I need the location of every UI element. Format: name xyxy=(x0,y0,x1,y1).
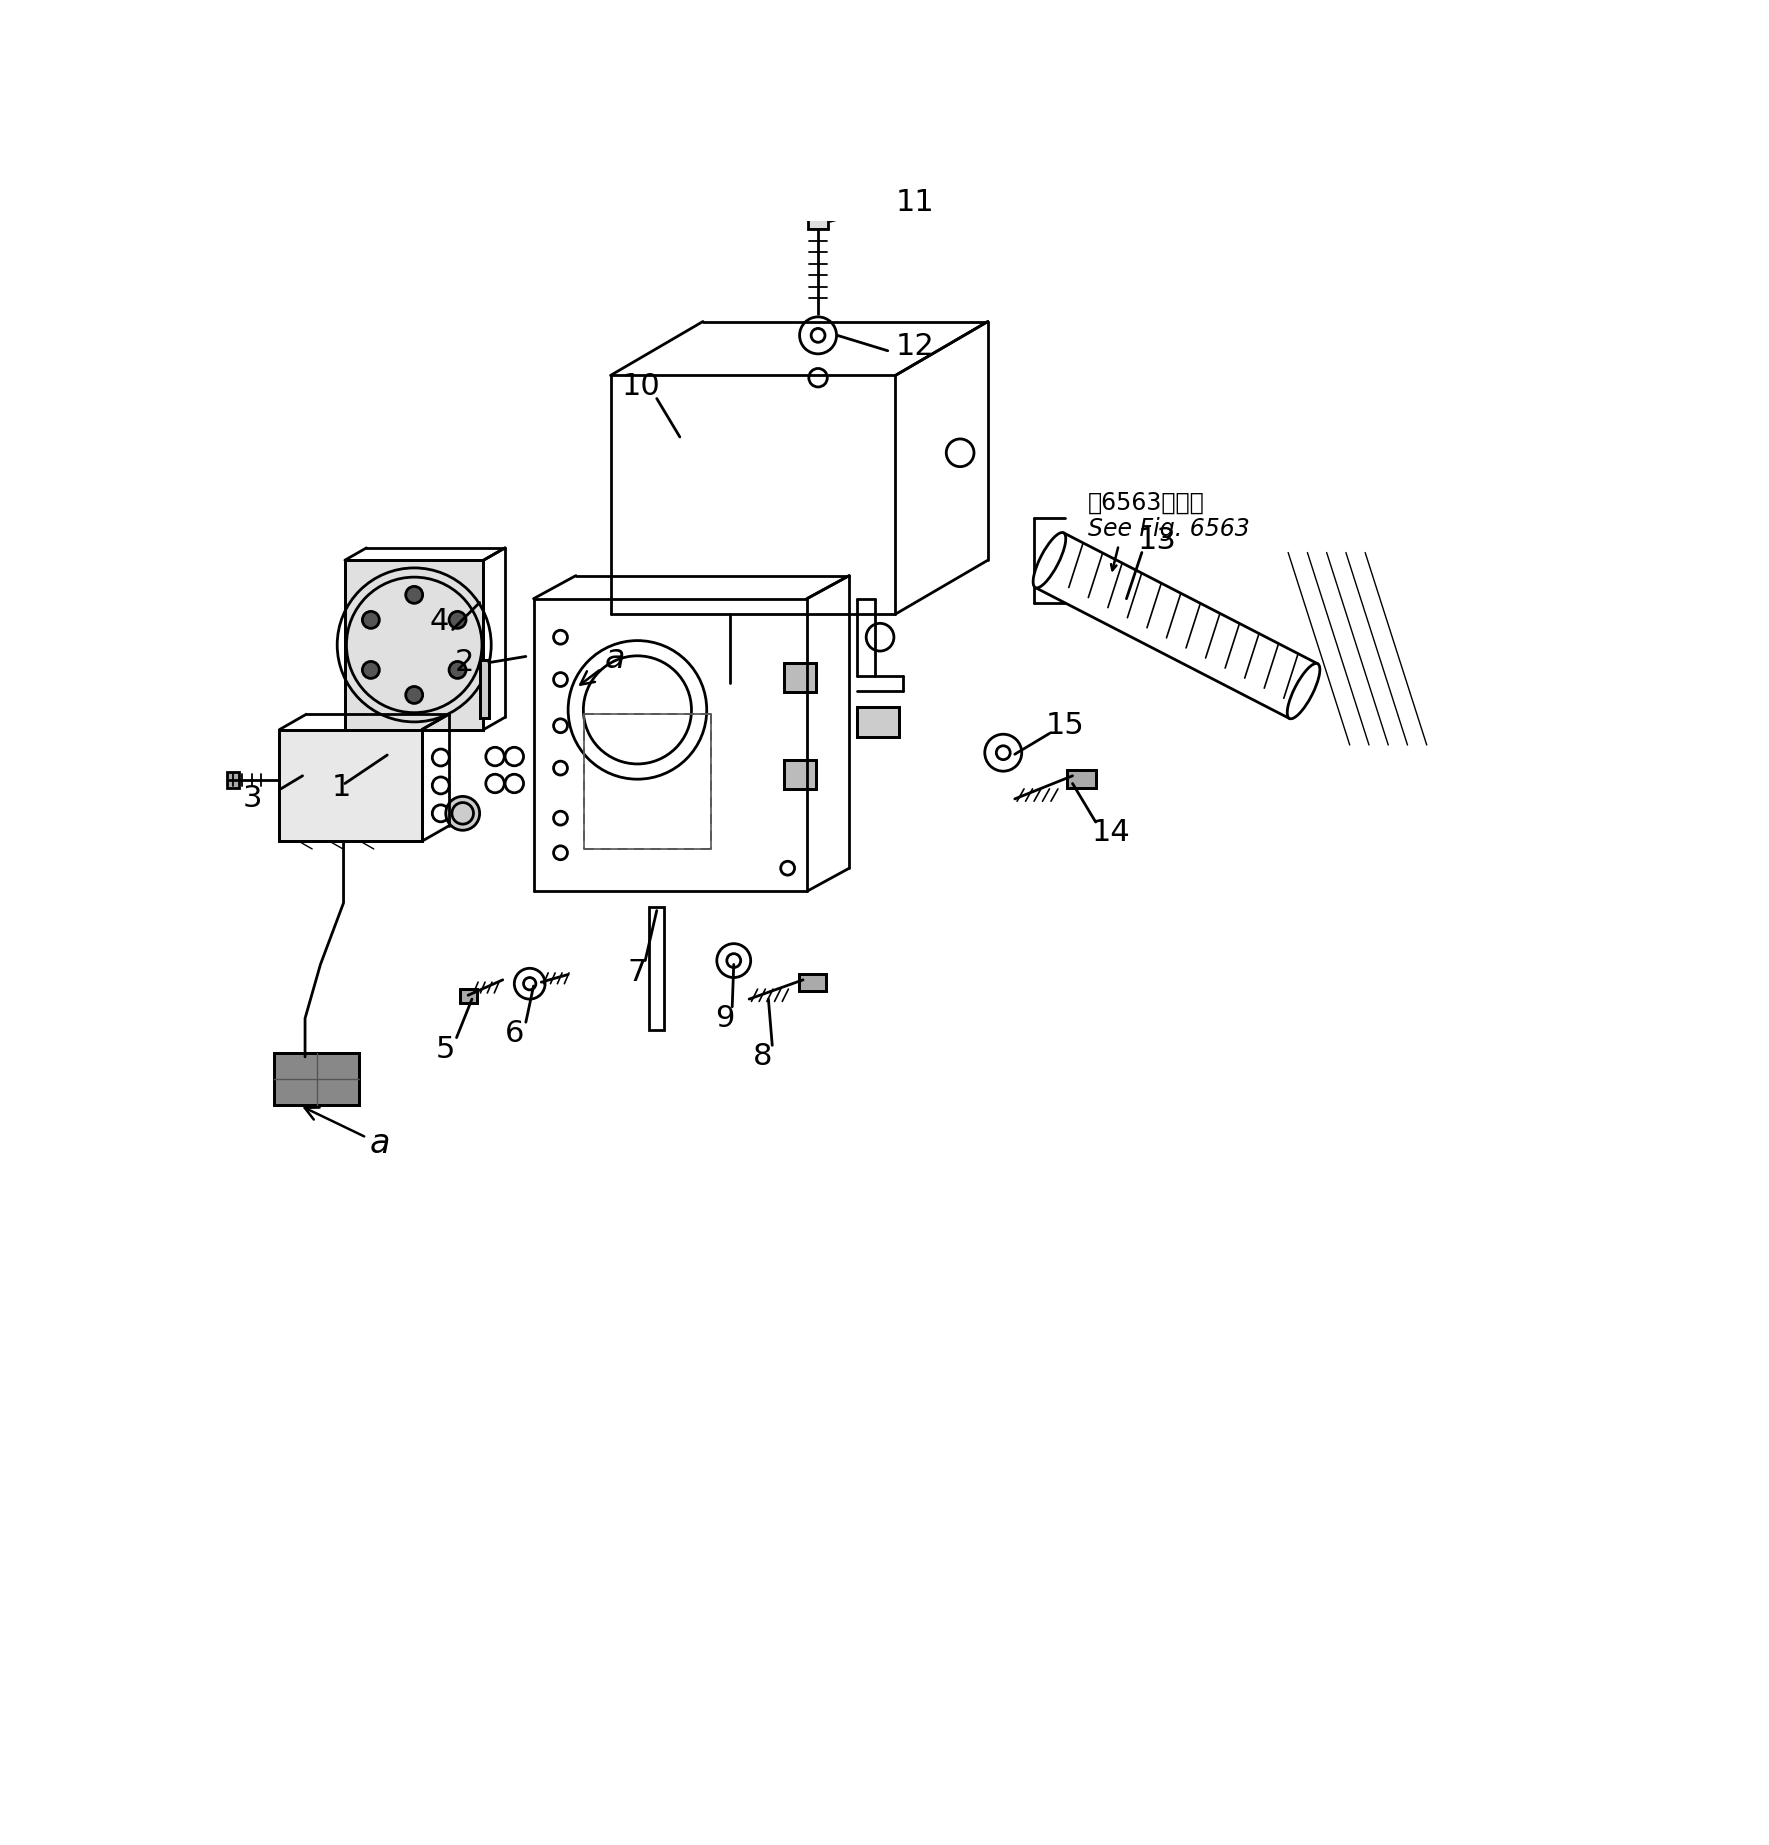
Circle shape xyxy=(405,686,423,703)
Circle shape xyxy=(363,611,379,629)
Bar xyxy=(584,714,711,849)
Text: 14: 14 xyxy=(1091,817,1130,847)
Bar xyxy=(856,707,899,738)
Bar xyxy=(479,661,488,718)
Bar xyxy=(274,1053,359,1105)
Text: 13: 13 xyxy=(1137,526,1176,555)
Bar xyxy=(1067,769,1097,788)
Text: 2: 2 xyxy=(455,648,474,677)
Bar xyxy=(460,989,478,1004)
Bar xyxy=(784,662,816,692)
Ellipse shape xyxy=(1033,533,1065,589)
Bar xyxy=(226,773,239,788)
Text: a: a xyxy=(580,642,624,684)
Text: 第6563図参照: 第6563図参照 xyxy=(1088,491,1205,515)
Bar xyxy=(345,561,483,729)
Text: 9: 9 xyxy=(715,1004,734,1033)
Text: a: a xyxy=(304,1107,389,1161)
Bar xyxy=(280,729,421,841)
Text: 10: 10 xyxy=(623,373,662,402)
Circle shape xyxy=(449,611,465,629)
Circle shape xyxy=(446,797,479,830)
Text: 12: 12 xyxy=(895,332,934,362)
Bar xyxy=(800,974,826,991)
Bar xyxy=(784,760,816,790)
Ellipse shape xyxy=(1288,664,1320,720)
Circle shape xyxy=(449,662,465,679)
Bar xyxy=(479,661,488,718)
Bar xyxy=(274,1053,359,1105)
Bar xyxy=(784,662,816,692)
Text: 15: 15 xyxy=(1045,712,1084,740)
Text: 3: 3 xyxy=(242,784,262,814)
Text: 8: 8 xyxy=(754,1042,773,1072)
Bar xyxy=(800,974,826,991)
Circle shape xyxy=(363,662,379,679)
Bar xyxy=(280,729,421,841)
Text: 5: 5 xyxy=(435,1035,455,1065)
Circle shape xyxy=(405,587,423,603)
Bar xyxy=(649,906,665,1030)
Bar xyxy=(460,989,478,1004)
Bar xyxy=(808,216,828,229)
Text: 6: 6 xyxy=(504,1018,524,1048)
Text: 4: 4 xyxy=(430,607,449,637)
Bar xyxy=(1067,769,1097,788)
Bar xyxy=(856,707,899,738)
Text: 7: 7 xyxy=(628,958,647,987)
Text: 11: 11 xyxy=(895,188,934,216)
Bar xyxy=(345,561,483,729)
Bar xyxy=(784,760,816,790)
Text: See Fig. 6563: See Fig. 6563 xyxy=(1088,517,1249,541)
Text: 1: 1 xyxy=(331,773,350,803)
